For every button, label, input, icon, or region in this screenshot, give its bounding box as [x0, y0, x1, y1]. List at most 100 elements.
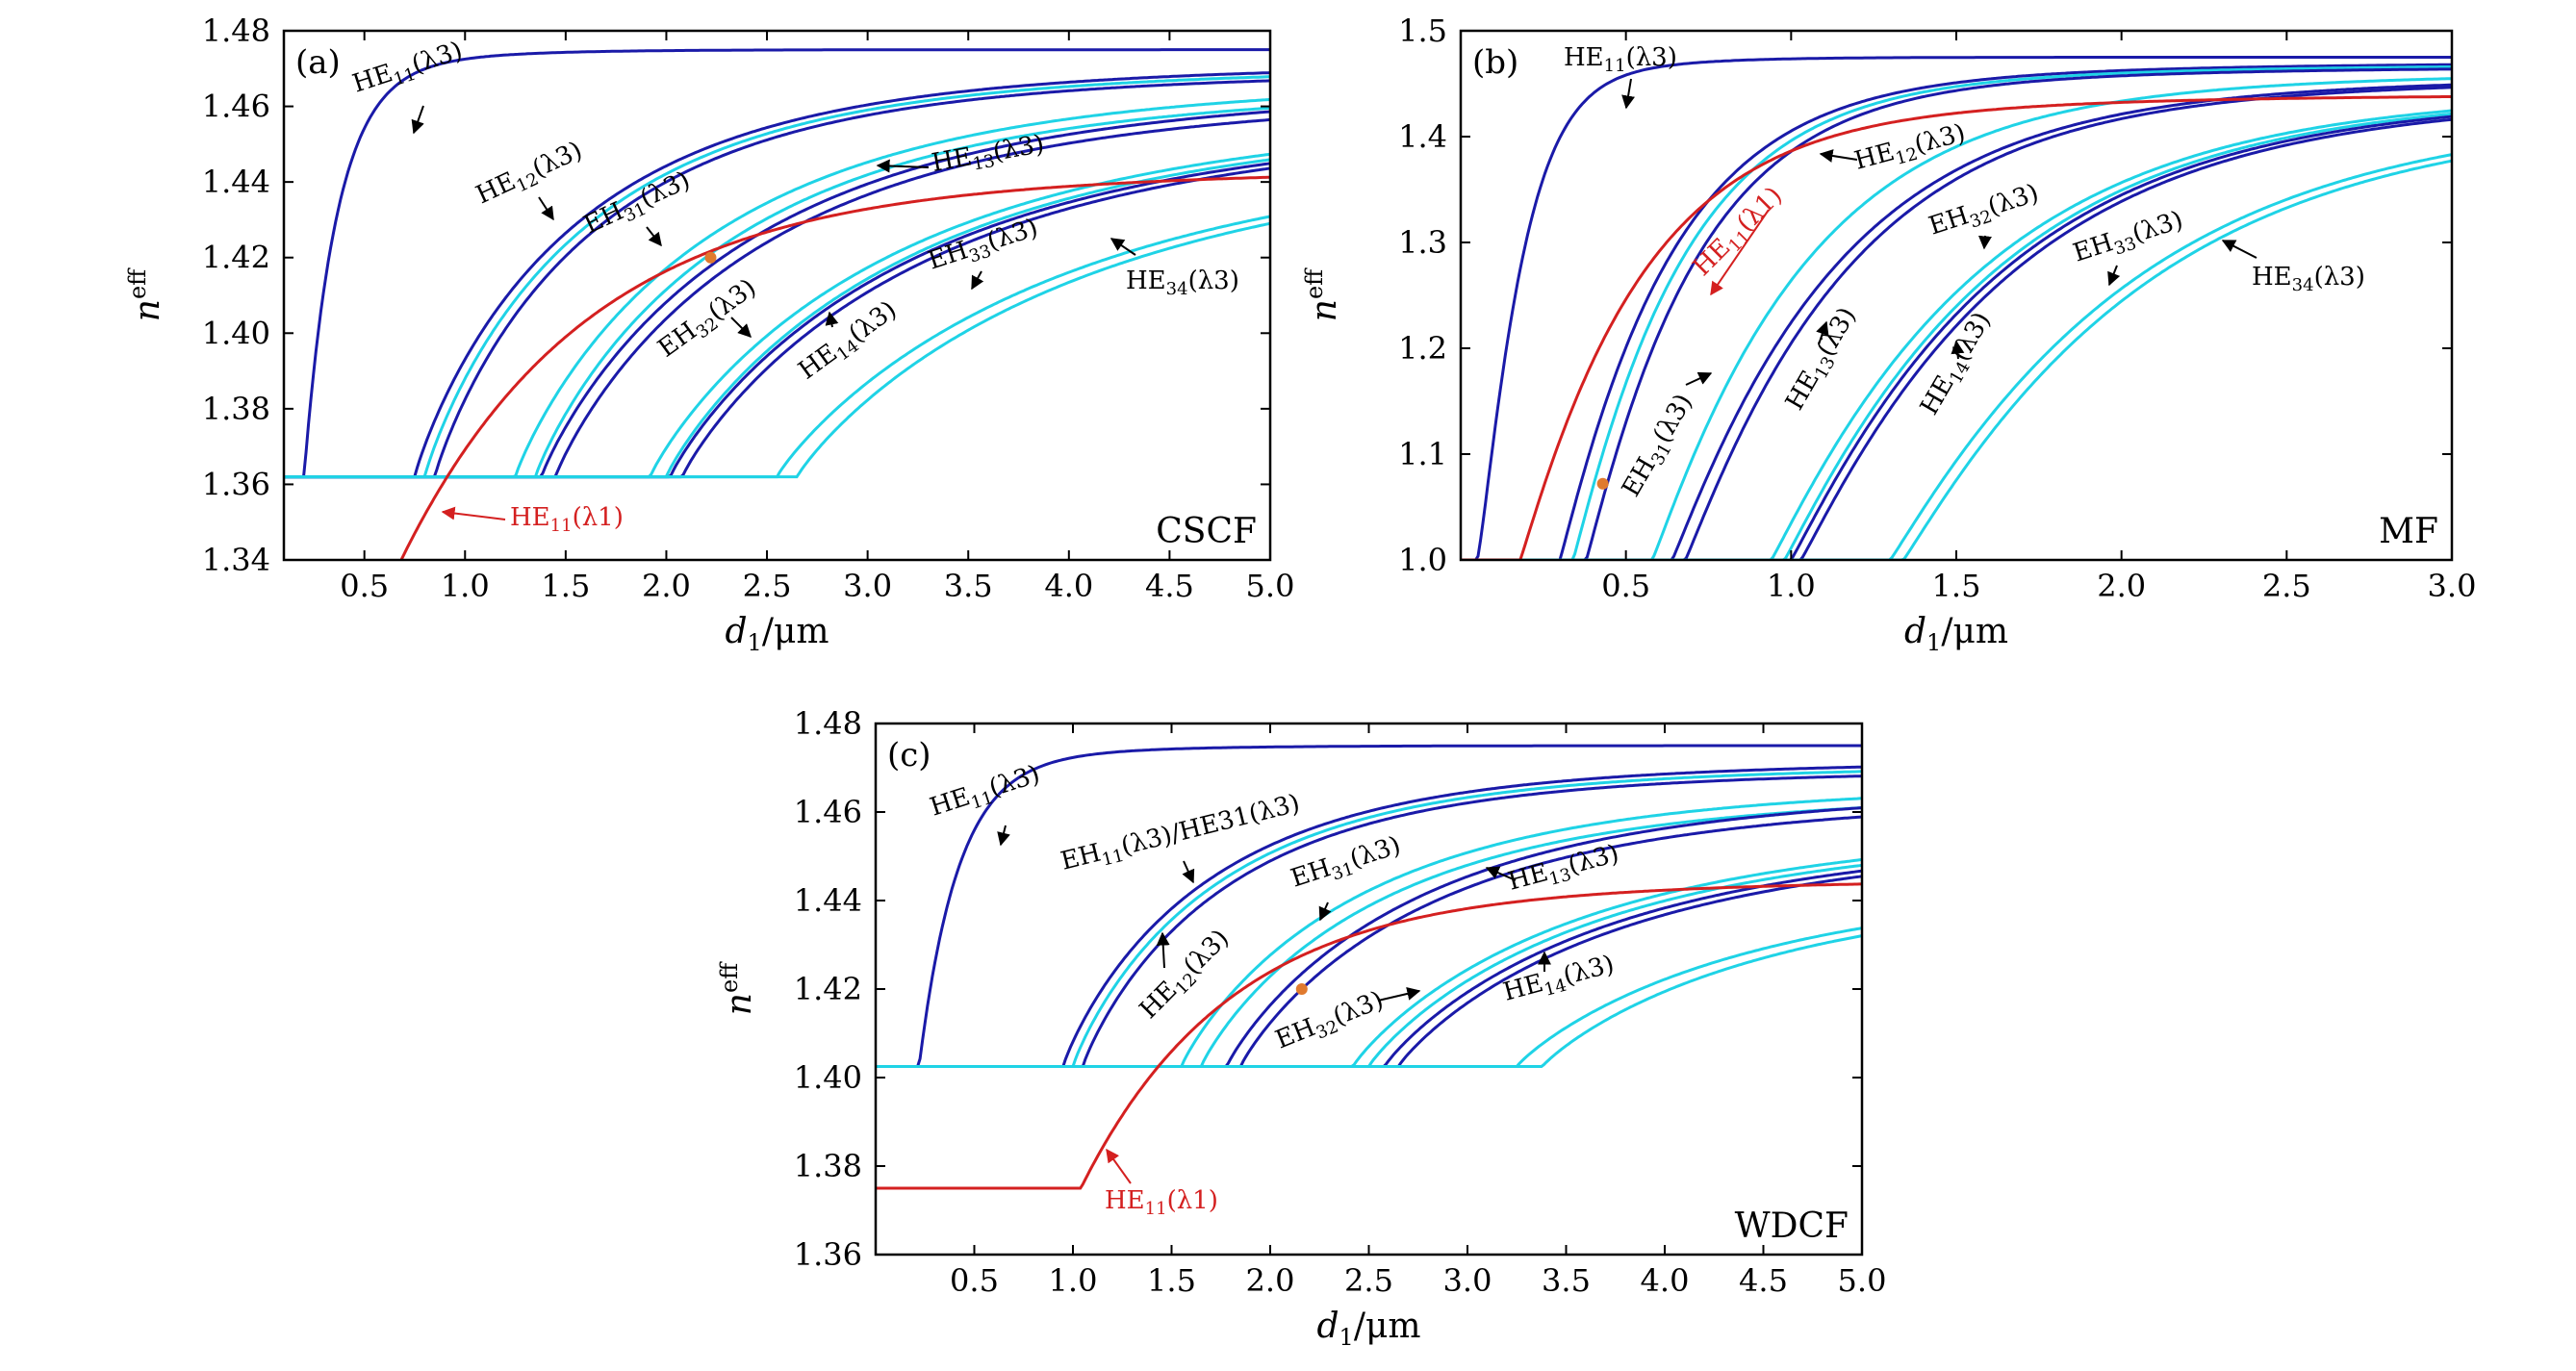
series-line — [1461, 77, 2452, 560]
annotation-arrow — [1377, 987, 1421, 1002]
intersection-dot — [1295, 983, 1308, 995]
series-line — [876, 770, 1862, 1068]
x-tick-label: 0.5 — [1601, 568, 1650, 604]
x-tick-label: 4.0 — [1044, 568, 1093, 604]
annotation-arrow — [1485, 866, 1517, 881]
series-line — [284, 117, 1270, 479]
series-line — [1461, 63, 2452, 560]
x-tick-label: 4.5 — [1145, 568, 1194, 604]
panel-label: (b) — [1472, 43, 1518, 82]
y-tick-label: 1.36 — [202, 466, 270, 502]
mode-label: EH32(λ3) — [1271, 986, 1389, 1059]
series-line — [1461, 86, 2452, 560]
annotation-arrow — [2107, 265, 2121, 287]
series-line — [284, 48, 1270, 479]
mode-label: HE14(λ3) — [1500, 950, 1619, 1010]
y-tick-label: 1.48 — [202, 13, 270, 49]
annotation-arrow — [1318, 901, 1332, 922]
y-tick-label: 1.1 — [1398, 436, 1447, 472]
mode-label: EH31(λ3) — [1617, 389, 1701, 503]
x-tick-label: 1.0 — [1049, 1262, 1098, 1299]
x-axis-label: d1/μm — [1317, 1307, 1421, 1351]
panel-label: (a) — [295, 43, 341, 82]
x-tick-label: 2.5 — [2262, 568, 2311, 604]
x-tick-label: 2.0 — [642, 568, 691, 604]
mode-label: HE34(λ3) — [1126, 267, 1239, 299]
mode-label: EH33(λ3) — [925, 214, 1043, 280]
mode-label: HE11(λ3) — [1564, 43, 1677, 76]
x-tick-label: 2.0 — [2097, 568, 2146, 604]
mode-label: HE12(λ3) — [472, 136, 588, 214]
series-line — [876, 882, 1862, 1190]
fiber-label: CSCF — [1156, 512, 1257, 551]
x-tick-label: 5.0 — [1838, 1262, 1887, 1299]
y-tick-label: 1.0 — [1398, 542, 1447, 578]
curves — [1461, 56, 2452, 560]
mode-label: HE11(λ3) — [927, 760, 1045, 826]
annotation-arrow — [876, 159, 930, 173]
series-line — [284, 79, 1270, 479]
annotation-arrow — [1106, 1148, 1132, 1184]
mode-label: HE11(λ1) — [1105, 1186, 1218, 1219]
series-line — [284, 110, 1270, 479]
y-tick-label: 1.38 — [202, 391, 270, 427]
x-tick-label: 3.5 — [944, 568, 993, 604]
y-tick-label: 1.44 — [794, 882, 862, 919]
series-line — [284, 97, 1270, 479]
series-line — [1461, 56, 2452, 560]
series-line — [399, 175, 1270, 560]
mode-label: EH33(λ3) — [2070, 206, 2188, 272]
y-tick-label: 1.46 — [202, 89, 270, 125]
mode-label: HE11(λ3) — [349, 37, 468, 103]
y-tick-label: 1.38 — [794, 1148, 862, 1184]
y-tick-label: 1.34 — [202, 542, 270, 578]
series-line — [876, 744, 1862, 1068]
annotation-arrow — [997, 825, 1010, 847]
y-tick-label: 1.36 — [794, 1236, 862, 1273]
x-tick-label: 0.5 — [950, 1262, 999, 1299]
annotation-arrow — [1156, 931, 1170, 969]
x-axis-label: d1/μm — [726, 612, 829, 656]
series-line — [876, 934, 1862, 1068]
mode-label: EH32(λ3) — [1926, 179, 2044, 245]
y-tick-label: 1.42 — [202, 240, 270, 276]
annotation-arrow — [441, 506, 506, 520]
series-line — [1461, 109, 2452, 560]
x-tick-label: 3.0 — [2428, 568, 2477, 604]
panel-b: 0.5 1.0 1.5 2.0 2.5 3.0 1.0 1.1 1.2 1.3 1.4 1.5 d1/μ… — [1301, 13, 2476, 656]
annotation-arrow — [2221, 240, 2257, 259]
series-line — [284, 106, 1270, 479]
x-axis-label: d1/μm — [1904, 612, 2008, 656]
x-tick-label: 4.0 — [1641, 1262, 1690, 1299]
annotation-arrow — [1816, 320, 1829, 345]
y-tick-label: 1.2 — [1398, 330, 1447, 367]
annotation-arrow — [1710, 209, 1770, 296]
mode-label: HE13(λ3) — [930, 130, 1047, 182]
series-line — [1461, 83, 2452, 560]
mode-label: HE34(λ3) — [2252, 263, 2365, 295]
annotation-arrow — [730, 317, 752, 338]
panel-label: (c) — [887, 736, 931, 774]
curves — [876, 744, 1862, 1190]
annotation-arrow — [1621, 78, 1635, 110]
y-tick-label: 1.46 — [794, 794, 862, 830]
series-line — [1461, 65, 2452, 560]
annotation-arrow — [1182, 860, 1195, 884]
y-tick-label: 1.42 — [794, 971, 862, 1007]
x-tick-label: 0.5 — [340, 568, 389, 604]
series-line — [1461, 159, 2452, 560]
annotation-arrow — [538, 196, 554, 221]
x-tick-label: 3.5 — [1542, 1262, 1591, 1299]
mode-label: EH11(λ3)/HE31(λ3) — [1058, 789, 1303, 880]
y-axis-label: neff — [124, 267, 167, 321]
annotation-arrow — [1819, 149, 1858, 163]
series-line — [876, 765, 1862, 1068]
mode-label: HE11(λ1) — [510, 503, 624, 536]
x-tick-label: 3.0 — [1443, 1262, 1492, 1299]
annotation-arrow — [1977, 235, 1992, 250]
mode-label: HE12(λ3) — [1135, 924, 1237, 1027]
curves — [284, 48, 1270, 560]
x-tick-label: 1.0 — [441, 568, 490, 604]
y-tick-label: 1.4 — [1398, 118, 1447, 155]
